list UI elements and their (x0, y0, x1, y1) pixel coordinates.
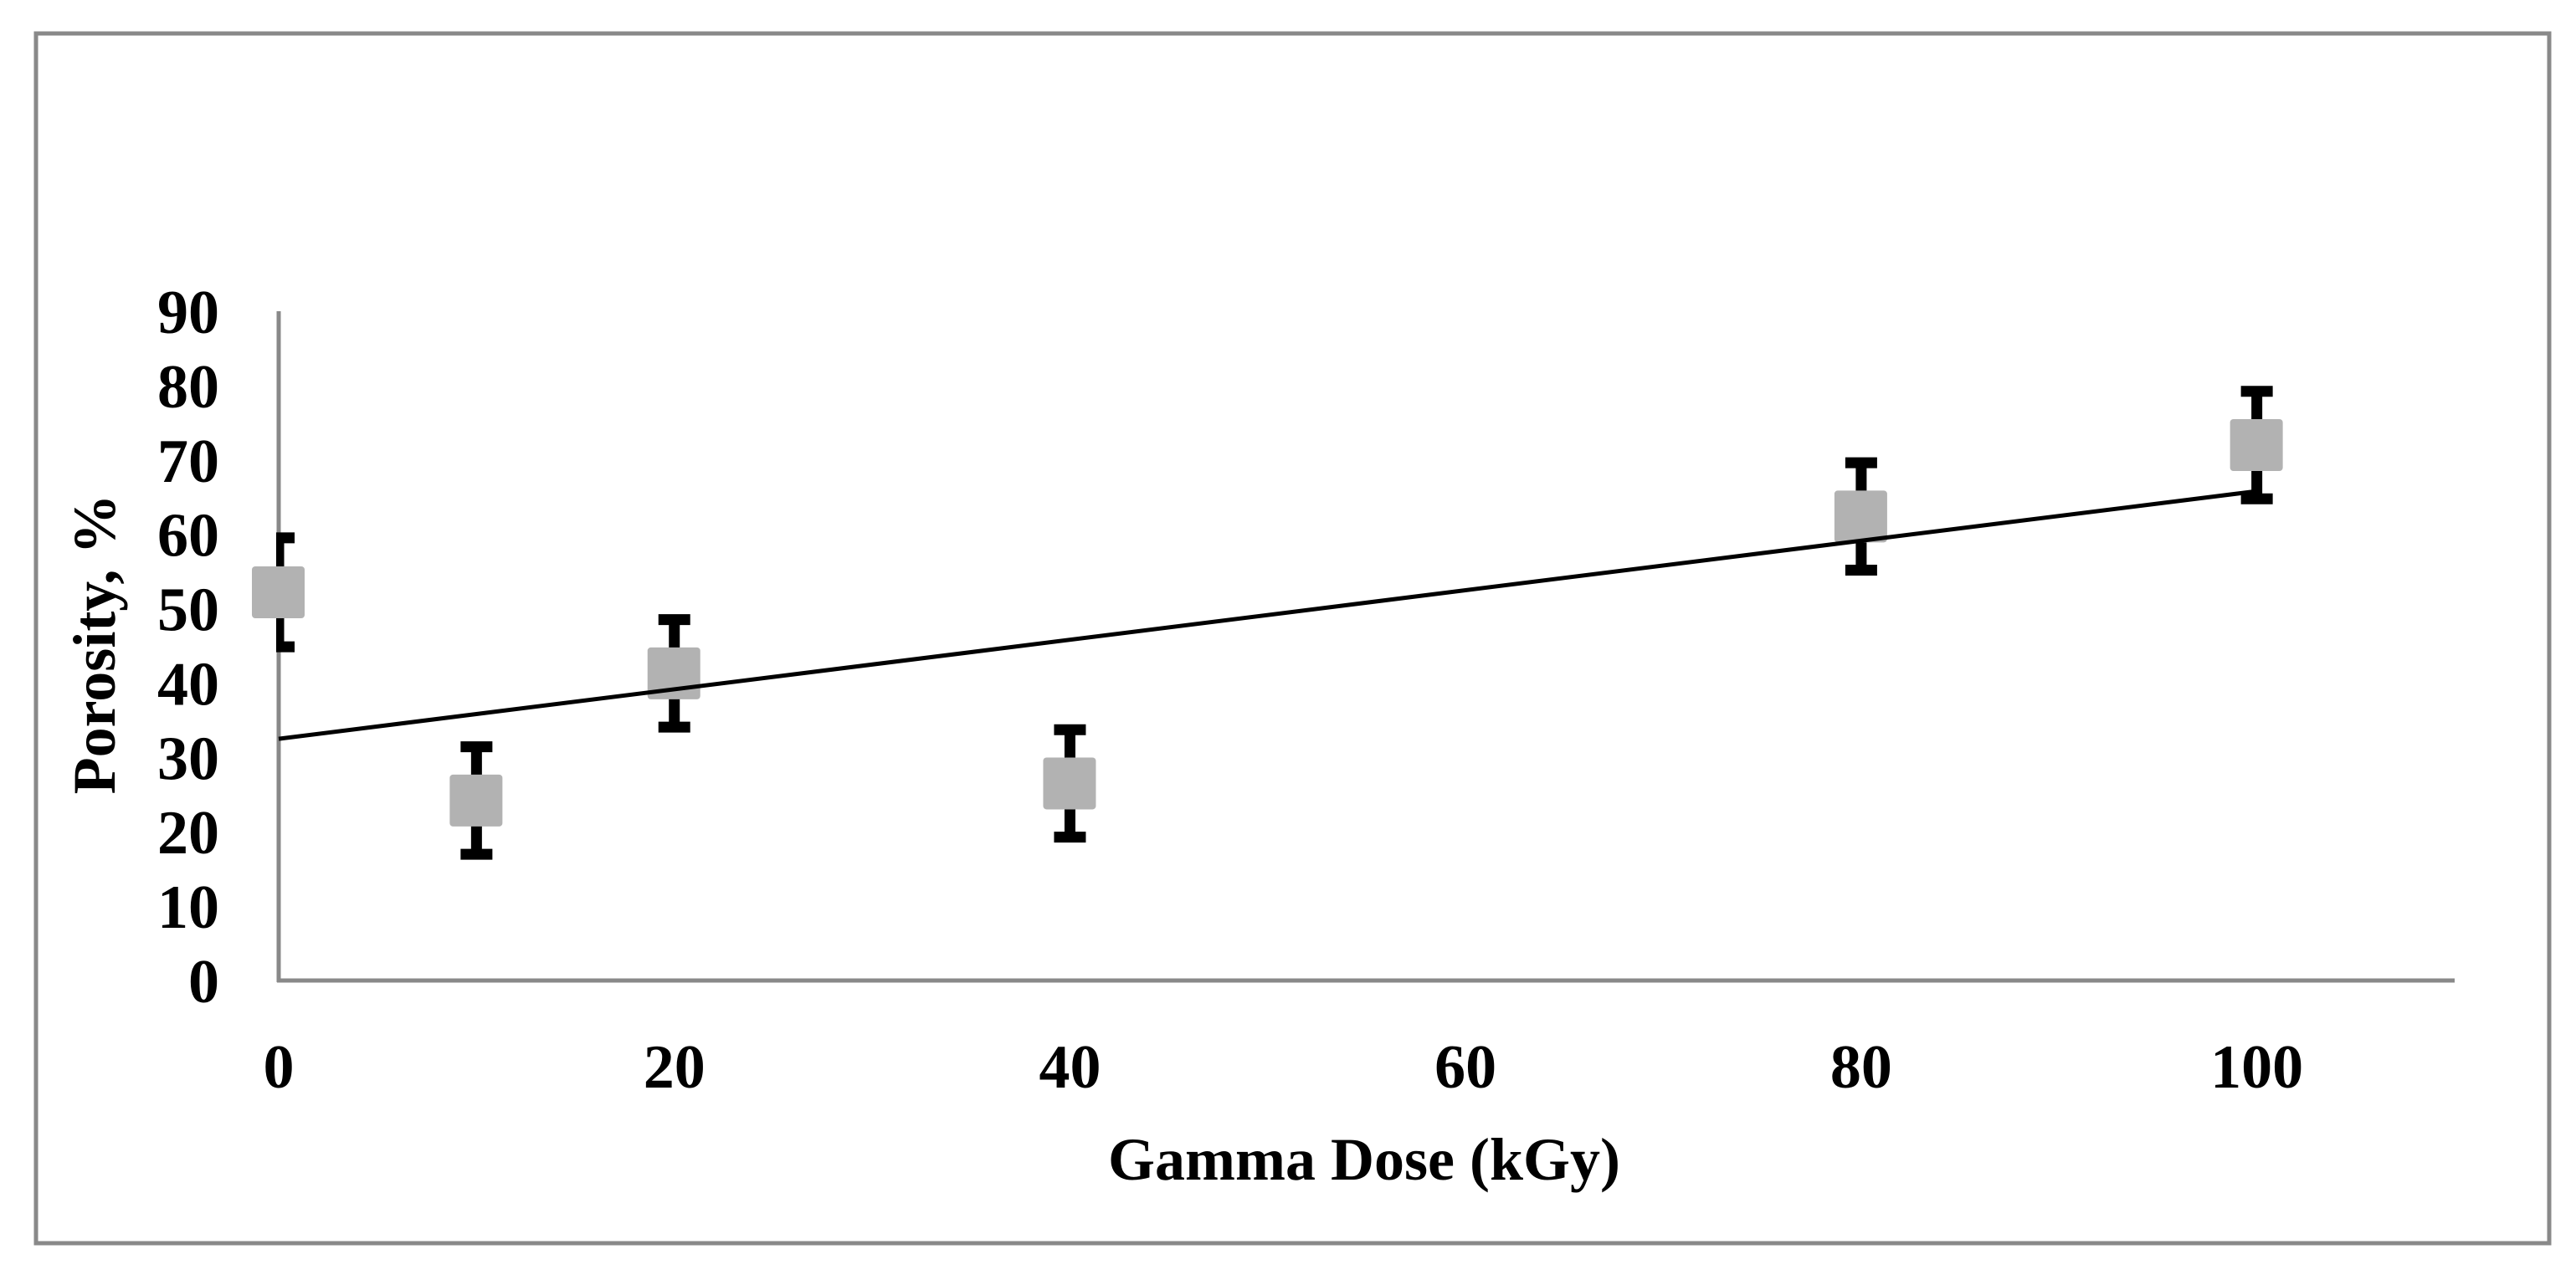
y-tick-label: 90 (157, 279, 219, 347)
y-tick-label: 50 (157, 576, 219, 645)
square-marker (449, 774, 503, 827)
y-tick-label: 80 (157, 353, 219, 422)
x-axis-title: Gamma Dose (kGy) (1108, 1126, 1620, 1193)
x-tick-label: 40 (1039, 1033, 1101, 1102)
square-marker (2230, 419, 2283, 471)
x-tick-label: 20 (644, 1033, 706, 1102)
y-tick-label: 70 (157, 428, 219, 496)
linear-trendline (278, 489, 2257, 741)
x-tick-label: 0 (264, 1033, 295, 1102)
y-tick-label: 30 (157, 724, 219, 793)
y-tick-label: 0 (188, 948, 219, 1016)
y-tick-label: 60 (157, 502, 219, 571)
x-tick-label: 60 (1434, 1033, 1496, 1102)
chart-frame (33, 31, 2552, 1246)
square-marker (1834, 490, 1887, 543)
square-marker (1043, 757, 1096, 810)
x-tick-label: 80 (1830, 1033, 1892, 1102)
y-tick-label: 40 (157, 650, 219, 719)
square-marker (252, 566, 305, 618)
x-tick-label: 100 (2210, 1033, 2303, 1102)
y-tick-label: 20 (157, 799, 219, 868)
y-axis-title: Porosity, % (61, 494, 128, 795)
y-tick-label: 10 (157, 873, 219, 942)
x-axis-tick-labels: 0 20 40 60 80 100 (264, 1033, 2304, 1102)
